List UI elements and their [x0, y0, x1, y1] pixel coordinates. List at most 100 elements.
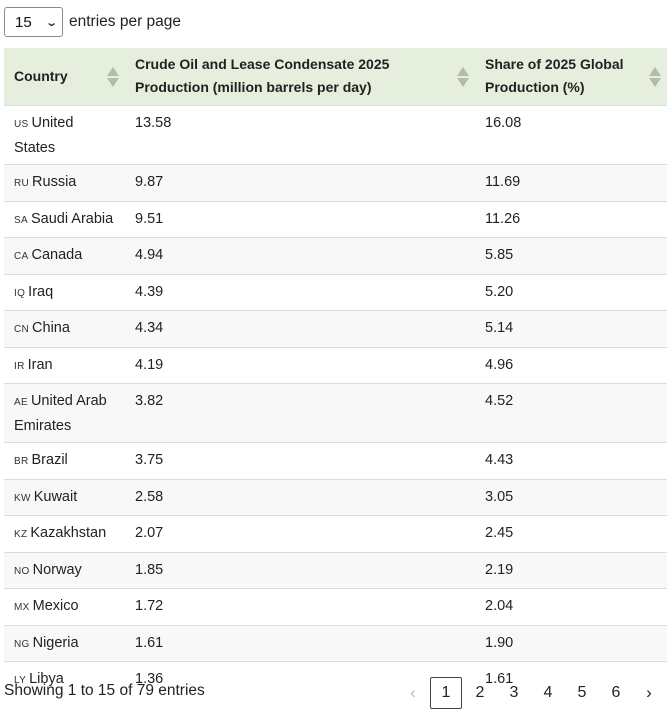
- column-header-country[interactable]: Country: [4, 48, 125, 106]
- table-row: ae United Arab Emirates 3.82 4.52: [4, 383, 667, 443]
- cell-country: no Norway: [4, 551, 125, 589]
- country-name: Iran: [27, 356, 53, 373]
- previous-page-button[interactable]: ‹: [410, 683, 416, 702]
- page-2-button[interactable]: 2: [475, 684, 485, 701]
- cell-share: 2.04: [475, 588, 667, 625]
- cell-production: 3.75: [125, 442, 475, 479]
- cell-share: 2.19: [475, 551, 667, 589]
- cell-country: br Brazil: [4, 442, 125, 479]
- page-1-button[interactable]: 1: [430, 677, 462, 709]
- country-name: Kazakhstan: [30, 525, 107, 541]
- cell-production: 2.58: [125, 478, 475, 516]
- cell-share: 4.96: [475, 346, 667, 384]
- cell-production: 1.61: [125, 624, 475, 662]
- country-flag-icon: ca: [14, 251, 29, 262]
- country-flag-icon: ir: [14, 360, 25, 372]
- page-5-button[interactable]: 5: [577, 684, 587, 701]
- cell-production: 4.94: [125, 237, 475, 274]
- cell-share: 16.08: [475, 105, 667, 165]
- country-flag-icon: sa: [14, 214, 28, 226]
- country-name: United Arab Emirates: [14, 393, 107, 434]
- table-row: ly Libya 1.36 1.61: [4, 661, 667, 698]
- cell-country: cn China: [4, 310, 125, 347]
- entries-per-page-value: 15: [15, 13, 32, 31]
- cell-share: 5.85: [475, 237, 667, 274]
- chevron-down-icon: ⌄: [44, 16, 58, 29]
- cell-production: 13.58: [125, 105, 475, 165]
- cell-production: 3.82: [125, 383, 475, 443]
- oil-production-table: Country Crude Oil and Lease Condensate 2…: [4, 48, 667, 698]
- cell-production: 4.34: [125, 310, 475, 347]
- country-name: Canada: [31, 247, 83, 263]
- country-flag-icon: iq: [14, 287, 26, 299]
- country-flag-icon: ly: [14, 675, 27, 686]
- country-flag-icon: kw: [14, 492, 31, 504]
- table-row: ir Iran 4.19 4.96: [4, 346, 667, 384]
- country-flag-icon: us: [14, 119, 29, 130]
- cell-share: 1.61: [475, 661, 667, 698]
- column-header-label: Share of 2025 Global Production (%): [485, 56, 624, 95]
- cell-share: 3.05: [475, 478, 667, 516]
- cell-country: mx Mexico: [4, 588, 125, 625]
- table-row: br Brazil 3.75 4.43: [4, 442, 667, 479]
- cell-production: 1.72: [125, 588, 475, 625]
- next-page-button[interactable]: ›: [646, 683, 652, 702]
- sort-icon: [649, 66, 661, 88]
- cell-share: 1.90: [475, 624, 667, 662]
- cell-country: ir Iran: [4, 346, 125, 384]
- cell-country: ru Russia: [4, 164, 125, 201]
- table-row: us United States 13.58 16.08: [4, 105, 667, 165]
- table-row: iq Iraq 4.39 5.20: [4, 273, 667, 311]
- entries-per-page-label: entries per page: [69, 13, 182, 30]
- cell-country: ly Libya: [4, 661, 125, 698]
- column-header-share[interactable]: Share of 2025 Global Production (%): [475, 48, 667, 106]
- country-name: Iraq: [28, 283, 54, 300]
- country-name: Kuwait: [33, 488, 78, 505]
- country-name: Saudi Arabia: [30, 210, 114, 227]
- cell-share: 11.69: [475, 164, 667, 201]
- country-name: Norway: [32, 561, 82, 578]
- country-name: United States: [14, 115, 74, 156]
- page-4-button[interactable]: 4: [543, 684, 553, 701]
- column-header-label: Country: [14, 67, 68, 84]
- country-flag-icon: kz: [14, 529, 28, 540]
- column-header-label: Crude Oil and Lease Condensate 2025 Prod…: [135, 56, 390, 95]
- table-body: us United States 13.58 16.08 ru Russia 9.87 11.…: [4, 105, 667, 698]
- country-flag-icon: ng: [14, 638, 30, 650]
- country-flag-icon: br: [14, 456, 29, 467]
- column-header-production[interactable]: Crude Oil and Lease Condensate 2025 Prod…: [125, 48, 475, 106]
- table-row: ca Canada 4.94 5.85: [4, 237, 667, 274]
- table-row: ng Nigeria 1.61 1.90: [4, 624, 667, 662]
- country-flag-icon: mx: [14, 602, 30, 613]
- entries-per-page-control: 15 ⌄ entries per page: [4, 7, 181, 37]
- country-flag-icon: ae: [14, 397, 28, 408]
- cell-share: 4.52: [475, 383, 667, 443]
- page-6-button[interactable]: 6: [611, 684, 621, 701]
- table-row: cn China 4.34 5.14: [4, 310, 667, 347]
- cell-production: 4.39: [125, 273, 475, 311]
- table-row: sa Saudi Arabia 9.51 11.26: [4, 200, 667, 238]
- country-name: Nigeria: [32, 634, 79, 651]
- cell-production: 1.36: [125, 661, 475, 698]
- cell-share: 11.26: [475, 200, 667, 238]
- country-name: China: [32, 320, 70, 336]
- table-row: no Norway 1.85 2.19: [4, 551, 667, 589]
- country-flag-icon: no: [14, 565, 30, 577]
- table-row: kz Kazakhstan 2.07 2.45: [4, 515, 667, 552]
- sort-icon: [107, 66, 119, 88]
- page-3-button[interactable]: 3: [509, 684, 519, 701]
- cell-country: ae United Arab Emirates: [4, 383, 125, 443]
- country-name: Brazil: [31, 452, 68, 468]
- cell-country: sa Saudi Arabia: [4, 200, 125, 238]
- cell-country: us United States: [4, 105, 125, 165]
- cell-production: 4.19: [125, 346, 475, 384]
- cell-share: 4.43: [475, 442, 667, 479]
- sort-icon: [457, 66, 469, 88]
- entries-per-page-select[interactable]: 15 ⌄: [4, 7, 63, 37]
- cell-production: 2.07: [125, 515, 475, 552]
- cell-production: 9.87: [125, 164, 475, 201]
- cell-country: ng Nigeria: [4, 624, 125, 662]
- cell-country: kz Kazakhstan: [4, 515, 125, 552]
- cell-share: 5.20: [475, 273, 667, 311]
